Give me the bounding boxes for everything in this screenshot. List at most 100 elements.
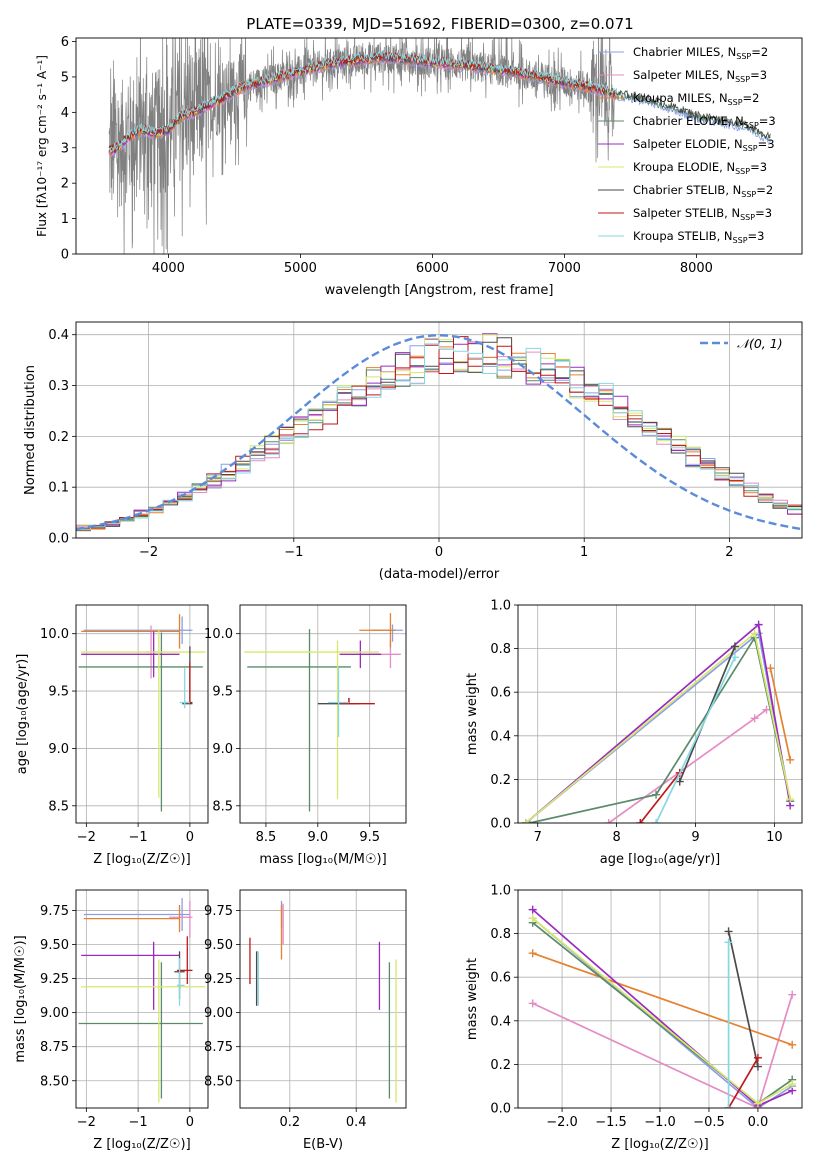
x-tick-label: 8.5 [256, 830, 277, 845]
y-tick-label: 0.8 [490, 927, 511, 942]
y-tick-label: 0.1 [48, 481, 69, 496]
x-tick-label: 0 [435, 545, 443, 560]
weight-marker [724, 1104, 733, 1108]
x-tick-label: −1 [129, 830, 148, 845]
y-tick-label: 4 [61, 106, 69, 121]
weight-line [727, 931, 759, 1067]
legend-entry: Chabrier STELIB, NSSP=2 [633, 183, 773, 199]
x-tick-label: 0.0 [748, 1115, 769, 1130]
y-tick-label: 9.00 [40, 1006, 69, 1021]
weight-marker [750, 629, 759, 638]
residual-histogram [76, 343, 802, 531]
age-vs-mass-x-label: mass [log₁₀(M/M☉)] [259, 852, 386, 867]
y-tick-label: 9.0 [48, 742, 69, 757]
p-spectrum-frame [75, 37, 803, 255]
x-tick-label: 0 [186, 1115, 194, 1130]
weight-marker [753, 1099, 762, 1108]
y-tick-label: 0.4 [490, 1014, 511, 1029]
age-vs-metallicity-errorbars [78, 614, 206, 812]
weight-marker [528, 949, 537, 958]
spectrum-x-label: wavelength [Angstrom, rest frame] [325, 283, 554, 298]
p-massZ-frame [75, 889, 209, 1109]
y-tick-label: 8.5 [48, 799, 69, 814]
weight-marker [786, 795, 795, 804]
y-tick-label: 9.5 [212, 685, 233, 700]
weight-line [532, 952, 793, 1046]
y-tick-label: 0.8 [490, 642, 511, 657]
y-tick-label: 1 [61, 212, 69, 227]
x-tick-label: 4000 [152, 261, 185, 276]
y-tick-label: 8.75 [40, 1040, 69, 1055]
y-tick-label: 9.75 [40, 904, 69, 919]
weight-marker [762, 705, 771, 714]
weight-vs-age-x-label: age [log₁₀(age/yr)] [600, 852, 721, 867]
x-tick-label: 9.5 [359, 830, 380, 845]
weight-marker [766, 664, 775, 673]
weight-vs-age-y-label: mass weight [465, 673, 480, 755]
figure-title: PLATE=0339, MJD=51692, FIBERID=0300, z=0… [246, 15, 633, 33]
y-tick-label: 3 [61, 141, 69, 156]
mass-vs-metallicity-x-label: Z [log₁₀(Z/Z☉)] [93, 1137, 190, 1152]
weight-vs-metallicity-x-label: Z [log₁₀(Z/Z☉)] [611, 1137, 708, 1152]
weight-marker [788, 1080, 797, 1089]
x-tick-label: 1 [580, 545, 588, 560]
age-vs-metallicity-y-label: age [log₁₀(age/yr)] [15, 654, 30, 775]
y-tick-label: 9.25 [204, 972, 233, 987]
weight-line [525, 622, 792, 823]
residuals-histograms [76, 333, 802, 532]
y-tick-label: 2 [61, 177, 69, 192]
x-tick-label: −1 [284, 545, 303, 560]
x-tick-label: 10 [766, 830, 783, 845]
y-tick-label: 8.75 [204, 1040, 233, 1055]
spectrum-legend: Chabrier MILES, NSSP=2 Salpeter MILES, NS… [598, 45, 776, 245]
weight-line [727, 1057, 759, 1108]
residuals-panel: 𝒩(0, 1) (data-model)/error Normed distri… [23, 321, 803, 582]
weight-vs-metallicity-panel: Z [log₁₀(Z/Z☉)] mass weight −2.0 −1.5 −1.0… [465, 884, 803, 1152]
y-tick-label: 9.75 [204, 904, 233, 919]
x-tick-label: 5000 [284, 261, 317, 276]
weight-marker [750, 714, 759, 723]
weight-marker [730, 653, 739, 662]
p-massE-frame [239, 889, 407, 1109]
x-tick-label: 7000 [548, 261, 581, 276]
y-tick-label: 0.3 [48, 379, 69, 394]
y-tick-label: 0.4 [490, 729, 511, 744]
p-ageZ-axes [76, 605, 208, 823]
x-tick-label: 2 [725, 545, 733, 560]
x-tick-label: 8000 [680, 261, 713, 276]
p-massE-axes [240, 890, 406, 1108]
p-wAge-frame [517, 604, 803, 824]
observed-spectrum-line [108, 38, 615, 254]
p-massZ-axes [76, 890, 208, 1108]
legend-entry: Chabrier MILES, NSSP=2 [633, 45, 768, 61]
y-tick-label: 10.0 [204, 627, 233, 642]
weight-marker [724, 938, 733, 947]
normal-distribution-curve [76, 333, 802, 531]
y-tick-label: 0.6 [490, 686, 511, 701]
spectrum-y-label: Flux [fλ10⁻¹⁷ erg cm⁻² s⁻¹ A⁻¹] [35, 55, 49, 237]
weight-marker [786, 755, 795, 764]
weight-marker [754, 620, 763, 629]
y-tick-label: 9.5 [48, 685, 69, 700]
x-tick-label: 9.0 [307, 830, 328, 845]
mass-vs-metallicity-y-label: mass [log₁₀(M/M☉)] [13, 935, 28, 1062]
weight-line [532, 917, 793, 1108]
residual-histogram [76, 336, 802, 530]
weight-line [655, 656, 736, 823]
y-tick-label: 6 [61, 35, 69, 50]
y-tick-label: 0.0 [490, 817, 511, 832]
y-tick-label: 0.2 [48, 430, 69, 445]
y-tick-label: 10.0 [40, 627, 69, 642]
y-tick-label: 9.00 [204, 1006, 233, 1021]
x-tick-label: 6000 [416, 261, 449, 276]
mass-vs-metallicity-errorbars [78, 898, 206, 1103]
weight-marker [652, 819, 661, 823]
legend-entry: 𝒩(0, 1) [737, 336, 783, 351]
weight-line [532, 994, 794, 1108]
weight-marker [521, 819, 530, 823]
weight-line [639, 772, 681, 823]
weight-marker [788, 1040, 797, 1049]
model-spectrum-line [108, 49, 618, 151]
mass-vs-ebv-panel: E(B-V) 0.2 0.4 8.50 8.75 9.00 9.25 9.50 9.75 [204, 889, 407, 1152]
